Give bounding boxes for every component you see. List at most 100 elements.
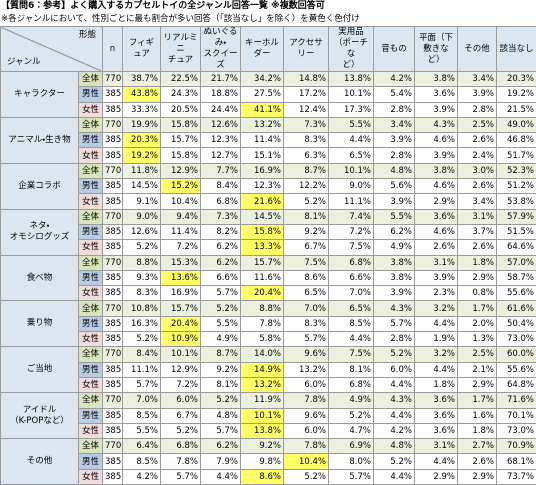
value-cell: 3.6% xyxy=(415,209,458,224)
value-cell: 12.6% xyxy=(201,117,241,132)
value-cell: 8.1% xyxy=(201,377,241,392)
value-cell: 1.6% xyxy=(458,408,497,423)
value-cell: 3.2% xyxy=(415,301,458,316)
n-cell: 385 xyxy=(103,224,123,239)
column-header: 該当なし xyxy=(497,27,536,72)
value-cell: 2.6% xyxy=(458,454,497,469)
value-cell: 5.4% xyxy=(374,87,415,102)
n-header: n xyxy=(103,27,123,72)
n-cell: 385 xyxy=(103,179,123,194)
genre-cell: アイドル （K-POPなど） xyxy=(1,393,79,439)
value-cell: 24.4% xyxy=(201,102,241,117)
value-cell: 61.6% xyxy=(497,301,536,316)
form-cell: 男性 xyxy=(79,362,103,377)
value-cell: 2.6% xyxy=(458,240,497,255)
value-cell: 8.5% xyxy=(123,454,161,469)
value-cell: 9.3% xyxy=(123,270,161,285)
value-cell: 5.2% xyxy=(123,332,161,347)
value-cell: 2.9% xyxy=(415,469,458,484)
table-header: 形態 ジャンル n フィギュアリアルミニ チュアぬいぐるみ・ スクイーズキーホル… xyxy=(1,27,536,72)
n-cell: 385 xyxy=(103,332,123,347)
value-cell: 3.8% xyxy=(415,72,458,87)
column-header: 平面（下 敷きなど） xyxy=(415,27,458,72)
column-header: フィギュア xyxy=(123,27,161,72)
value-cell: 9.8% xyxy=(241,454,284,469)
value-cell: 13.8% xyxy=(241,423,284,438)
value-cell: 4.6% xyxy=(415,224,458,239)
value-cell: 33.3% xyxy=(123,102,161,117)
value-cell: 3.4% xyxy=(458,72,497,87)
value-cell: 57.9% xyxy=(497,209,536,224)
value-cell: 7.5% xyxy=(329,347,374,362)
form-cell: 男性 xyxy=(79,316,103,331)
value-cell: 2.9% xyxy=(458,270,497,285)
form-cell: 男性 xyxy=(79,454,103,469)
value-cell: 14.8% xyxy=(284,72,329,87)
value-cell: 5.5% xyxy=(201,316,241,331)
value-cell: 4.9% xyxy=(329,393,374,408)
value-cell: 13.2% xyxy=(284,362,329,377)
value-cell: 10.1% xyxy=(329,87,374,102)
value-cell: 3.1% xyxy=(415,255,458,270)
value-cell: 5.7% xyxy=(329,469,374,484)
value-cell: 9.6% xyxy=(284,408,329,423)
n-cell: 770 xyxy=(103,347,123,362)
value-cell: 5.7% xyxy=(201,286,241,301)
value-cell: 7.3% xyxy=(284,117,329,132)
value-cell: 8.4% xyxy=(123,347,161,362)
value-cell: 7.0% xyxy=(329,286,374,301)
value-cell: 14.5% xyxy=(123,179,161,194)
value-cell: 1.9% xyxy=(415,332,458,347)
value-cell: 3.6% xyxy=(415,408,458,423)
value-cell: 3.6% xyxy=(415,393,458,408)
value-cell: 15.1% xyxy=(241,148,284,163)
value-cell: 15.3% xyxy=(161,255,201,270)
value-cell: 8.5% xyxy=(329,316,374,331)
value-cell: 3.9% xyxy=(415,270,458,285)
value-cell: 5.7% xyxy=(123,377,161,392)
results-table: 形態 ジャンル n フィギュアリアルミニ チュアぬいぐるみ・ スクイーズキーホル… xyxy=(0,26,536,485)
value-cell: 5.2% xyxy=(329,408,374,423)
value-cell: 4.2% xyxy=(374,72,415,87)
value-cell: 7.8% xyxy=(284,393,329,408)
value-cell: 7.5% xyxy=(284,255,329,270)
value-cell: 8.6% xyxy=(284,270,329,285)
form-cell: 全体 xyxy=(79,347,103,362)
value-cell: 27.5% xyxy=(241,87,284,102)
value-cell: 10.4% xyxy=(161,194,201,209)
n-cell: 385 xyxy=(103,408,123,423)
value-cell: 2.6% xyxy=(458,133,497,148)
form-cell: 全体 xyxy=(79,117,103,132)
value-cell: 21.5% xyxy=(497,102,536,117)
value-cell: 50.4% xyxy=(497,316,536,331)
value-cell: 11.1% xyxy=(123,362,161,377)
value-cell: 9.1% xyxy=(123,194,161,209)
value-cell: 22.5% xyxy=(161,72,201,87)
value-cell: 3.9% xyxy=(374,286,415,301)
value-cell: 4.9% xyxy=(201,332,241,347)
value-cell: 2.3% xyxy=(415,286,458,301)
value-cell: 71.6% xyxy=(497,393,536,408)
value-cell: 3.1% xyxy=(415,439,458,454)
value-cell: 8.8% xyxy=(123,255,161,270)
n-cell: 385 xyxy=(103,316,123,331)
value-cell: 14.0% xyxy=(241,347,284,362)
n-cell: 385 xyxy=(103,240,123,255)
value-cell: 11.9% xyxy=(241,393,284,408)
value-cell: 4.4% xyxy=(374,408,415,423)
value-cell: 7.8% xyxy=(241,316,284,331)
value-cell: 6.5% xyxy=(329,148,374,163)
value-cell: 15.7% xyxy=(161,133,201,148)
value-cell: 9.2% xyxy=(284,224,329,239)
value-cell: 20.5% xyxy=(161,102,201,117)
value-cell: 24.3% xyxy=(161,87,201,102)
value-cell: 11.1% xyxy=(329,194,374,209)
